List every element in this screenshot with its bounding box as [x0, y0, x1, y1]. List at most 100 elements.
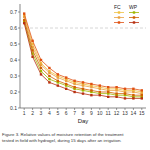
point [48, 75, 50, 77]
y-tick-label: 0.1 [10, 105, 17, 111]
x-tick-label: 3 [40, 110, 43, 116]
y-tick [18, 60, 20, 61]
legend-marker [118, 21, 120, 23]
point [48, 72, 50, 74]
point [23, 22, 25, 24]
point [73, 91, 75, 93]
point [40, 59, 42, 61]
y-tick [18, 92, 20, 93]
point [99, 94, 101, 96]
x-axis-label: Day [78, 118, 89, 124]
point [40, 73, 42, 75]
point [90, 83, 92, 85]
point [90, 89, 92, 91]
point [31, 49, 33, 51]
legend-label: WP [129, 4, 138, 10]
x-tick-label: 10 [97, 110, 103, 116]
plot-area [20, 12, 146, 99]
legend-marker [118, 11, 120, 13]
y-axis-line [20, 4, 21, 108]
point [48, 78, 50, 80]
legend-marker [133, 16, 135, 18]
x-tick-label: 11 [106, 110, 111, 116]
caption: Figure 3. Relative values of moisture re… [2, 132, 124, 143]
x-tick-label: 9 [90, 110, 93, 116]
legend: FC WP [114, 4, 139, 24]
series [23, 19, 143, 97]
point [57, 73, 59, 75]
point [40, 67, 42, 69]
y-tick-label: 0.5 [10, 41, 17, 47]
series-line [24, 14, 142, 91]
reference-line [20, 28, 146, 29]
legend-marker [133, 11, 135, 13]
series [23, 20, 143, 98]
point [57, 76, 59, 78]
point [115, 96, 117, 98]
x-tick-label: 6 [65, 110, 68, 116]
x-tick-label: 14 [131, 110, 137, 116]
series-line [24, 17, 142, 94]
point [141, 94, 143, 96]
point [31, 40, 33, 42]
y-tick-label: 0.7 [10, 9, 17, 15]
x-tick-label: 1 [23, 110, 26, 116]
legend-handle [114, 22, 124, 23]
x-tick-label: 4 [48, 110, 51, 116]
x-tick-label: 5 [56, 110, 59, 116]
point [31, 56, 33, 58]
point [115, 89, 117, 91]
point [99, 88, 101, 90]
x-tick-label: 2 [31, 110, 34, 116]
caption-line: tested in field with hydrogel, during 15… [2, 138, 122, 143]
point [65, 88, 67, 90]
legend-handle [114, 17, 124, 18]
point [90, 94, 92, 96]
chart: 0.10.20.30.40.50.60.71234567891011121314… [0, 0, 150, 150]
point [141, 97, 143, 99]
y-tick [18, 108, 20, 109]
point [124, 88, 126, 90]
y-tick-label: 0.6 [10, 25, 17, 31]
point [65, 83, 67, 85]
legend-handle [129, 22, 139, 23]
point [82, 88, 84, 90]
point [65, 80, 67, 82]
y-tick-label: 0.2 [10, 89, 17, 95]
point [115, 92, 117, 94]
point [73, 80, 75, 82]
legend-marker [118, 16, 120, 18]
point [73, 83, 75, 85]
point [132, 94, 134, 96]
legend-handle [129, 17, 139, 18]
x-tick-label: 8 [82, 110, 85, 116]
series [23, 14, 143, 93]
point [73, 86, 75, 88]
y-tick [18, 28, 20, 29]
point [82, 92, 84, 94]
legend-label: FC [114, 4, 121, 10]
y-tick [18, 12, 20, 13]
y-tick-label: 0.4 [10, 57, 17, 63]
x-tick-label: 15 [139, 110, 145, 116]
series [23, 22, 143, 100]
point [132, 97, 134, 99]
point [57, 84, 59, 86]
series-line [24, 20, 142, 95]
point [65, 76, 67, 78]
point [82, 81, 84, 83]
point [48, 67, 50, 69]
legend-marker [133, 21, 135, 23]
point [115, 86, 117, 88]
axes: 0.10.20.30.40.50.60.71234567891011121314… [10, 4, 146, 116]
point [99, 84, 101, 86]
legend-handle [114, 12, 124, 13]
x-tick-label: 13 [122, 110, 128, 116]
series [23, 16, 143, 95]
point [107, 91, 109, 93]
point [107, 86, 109, 88]
series-line [24, 15, 142, 92]
y-tick [18, 44, 20, 45]
point [82, 84, 84, 86]
legend-handle [129, 12, 139, 13]
